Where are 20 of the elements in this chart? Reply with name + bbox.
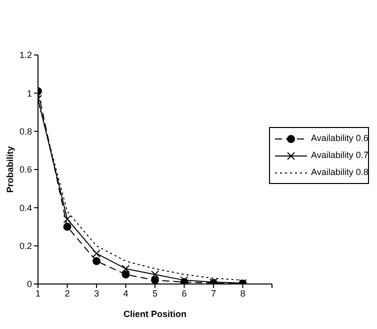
legend-label: Availability 0.7 (311, 150, 368, 160)
y-tick-label: 0.6 (19, 164, 32, 175)
x-tick-label: 5 (152, 288, 158, 298)
y-tick-label: 1 (26, 88, 32, 98)
x-tick-label: 3 (94, 288, 100, 298)
y-tick-label: 0 (26, 279, 32, 290)
x-tick-label: 6 (182, 288, 187, 298)
y-tick-label: 0.4 (19, 202, 32, 213)
y-tick-label: 0.8 (19, 126, 32, 137)
x-tick-label: 2 (64, 288, 70, 298)
x-tick-label: 8 (240, 288, 246, 298)
x-tick-label: 1 (35, 288, 41, 298)
y-axis-title: Probability (5, 146, 16, 193)
legend-label: Availability 0.6 (311, 133, 368, 143)
y-tick-label: 1.2 (19, 50, 32, 60)
x-tick-label: 7 (210, 288, 216, 298)
x-axis-title: Client Position (124, 309, 186, 319)
y-tick-label: 0.2 (19, 241, 32, 252)
legend-label: Availability 0.8 (311, 167, 368, 177)
x-tick-label: 4 (123, 288, 128, 298)
